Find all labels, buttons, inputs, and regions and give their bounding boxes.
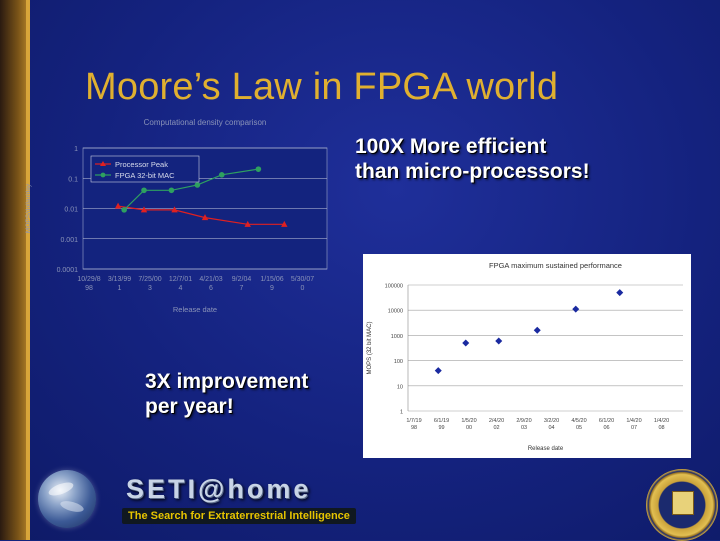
data-point bbox=[140, 206, 148, 213]
data-point bbox=[171, 206, 178, 213]
seti-banner: SETI@home The Search for Extraterrestria… bbox=[38, 470, 368, 532]
callout-efficiency-line1: 100X More efficient bbox=[355, 135, 547, 158]
x-tick-label: 1/5/20 00 bbox=[461, 418, 476, 431]
slide-title: Moore’s Law in FPGA world bbox=[85, 66, 559, 108]
chart-fpga-performance: FPGA maximum sustained performance 1 10 100… bbox=[363, 254, 691, 458]
data-point bbox=[114, 202, 122, 209]
data-point bbox=[533, 326, 541, 334]
x-tick-label: 4/21/03 6 bbox=[199, 276, 222, 292]
x-tick-label: 10/29/8 98 bbox=[77, 276, 100, 292]
seti-logo: SETI@home bbox=[126, 474, 312, 504]
x-tick-label: 3/13/99 1 bbox=[108, 276, 131, 292]
left-accent-bar bbox=[0, 0, 30, 540]
x-tick-label: 4/5/20 05 bbox=[571, 418, 586, 431]
y-tick-label: 0.001 bbox=[60, 237, 78, 244]
legend-box bbox=[90, 155, 200, 183]
y-tick-label: 10000 bbox=[388, 309, 403, 315]
data-point bbox=[194, 182, 201, 188]
callout-efficiency-line2: than micro-processors! bbox=[355, 160, 590, 183]
data-point bbox=[255, 166, 262, 172]
data-point bbox=[201, 214, 209, 221]
data-point bbox=[462, 339, 470, 347]
x-tick-label: 3/2/20 04 bbox=[544, 418, 559, 431]
series-line-1 bbox=[117, 205, 285, 225]
university-seal-icon bbox=[646, 469, 718, 541]
callout-improvement-line2: per year! bbox=[145, 395, 234, 418]
y-axis-label: MOPS/dollar/day bbox=[25, 183, 32, 233]
x-tick-label: 5/30/07 0 bbox=[291, 276, 314, 292]
x-tick-label: 2/4/20 02 bbox=[489, 418, 504, 431]
y-tick-label: 0.1 bbox=[68, 176, 78, 183]
y-tick-label: 0.0001 bbox=[57, 267, 79, 274]
x-tick-label: 7/25/00 3 bbox=[138, 276, 161, 292]
data-point bbox=[495, 337, 503, 345]
legend-marker bbox=[100, 172, 106, 178]
earth-globe-icon bbox=[38, 470, 96, 528]
y-tick-label: 0.01 bbox=[64, 207, 78, 214]
chart-title: FPGA maximum sustained performance bbox=[489, 261, 622, 270]
x-tick-label: 1/7/19 98 bbox=[406, 418, 421, 431]
y-axis-label: MOPS (32 bit MAC) bbox=[367, 321, 373, 374]
x-tick-label: 1/15/06 9 bbox=[260, 276, 283, 292]
y-tick-label: 100000 bbox=[385, 284, 403, 290]
y-tick-label: 100 bbox=[394, 359, 403, 365]
callout-efficiency: 100X More efficient than micro-processor… bbox=[355, 134, 590, 184]
series-line-2 bbox=[123, 168, 259, 211]
y-tick-label: 1 bbox=[74, 146, 78, 153]
data-point bbox=[121, 207, 127, 213]
x-axis-label: Release date bbox=[528, 446, 564, 452]
callout-improvement: 3X improvement per year! bbox=[145, 369, 308, 419]
x-tick-label: 9/2/04 7 bbox=[232, 276, 252, 292]
y-tick-label: 10 bbox=[397, 384, 403, 390]
y-tick-label: 1000 bbox=[391, 334, 403, 340]
callout-improvement-line1: 3X improvement bbox=[145, 370, 309, 393]
data-point bbox=[244, 220, 251, 227]
data-point bbox=[616, 289, 624, 297]
legend-label: FPGA 32-bit MAC bbox=[115, 171, 175, 180]
data-point bbox=[218, 172, 225, 178]
data-point bbox=[434, 367, 442, 375]
y-tick-label: 1 bbox=[400, 410, 403, 416]
seti-tagline: The Search for Extraterrestrial Intellig… bbox=[122, 508, 356, 524]
x-axis-label: Release date bbox=[173, 305, 217, 314]
legend-label: Processor Peak bbox=[115, 160, 168, 169]
chart-title: Computational density comparison bbox=[144, 118, 267, 127]
chart-computational-density: Computational density comparison 0.0001 0.… bbox=[25, 118, 328, 314]
data-point bbox=[168, 187, 175, 194]
legend-marker bbox=[100, 161, 106, 166]
data-point bbox=[141, 187, 147, 194]
x-tick-label: 2/9/20 03 bbox=[516, 418, 531, 431]
x-tick-label: 6/1/20 06 bbox=[599, 418, 614, 431]
data-point bbox=[281, 220, 288, 227]
x-tick-label: 6/1/19 99 bbox=[434, 418, 449, 431]
x-tick-label: 1/4/20 08 bbox=[654, 418, 669, 431]
data-point bbox=[572, 305, 580, 313]
x-tick-label: 12/7/01 4 bbox=[169, 276, 192, 292]
x-tick-label: 1/4/20 07 bbox=[626, 418, 641, 431]
